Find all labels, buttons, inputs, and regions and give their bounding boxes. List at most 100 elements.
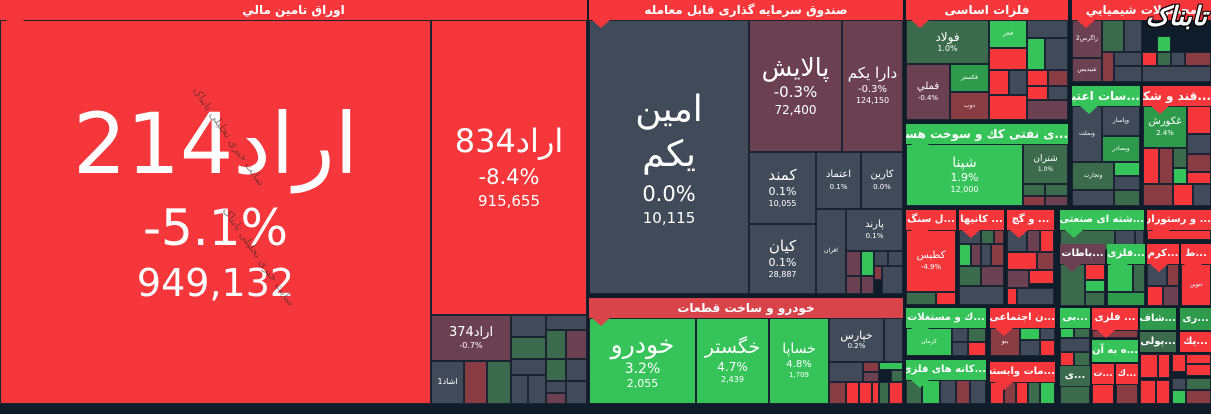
sector-auto[interactable]: خودرو و ساخت قطعات خودرو 3.2% 2,055 خگست… [589, 298, 903, 404]
sector-pooli[interactable]: ...پولی [1140, 332, 1176, 352]
sector-auto-header[interactable]: خودرو و ساخت قطعات [589, 298, 903, 318]
tile-arad214[interactable]: اراد214 -5.1% 949,132 [0, 20, 431, 404]
sector-yek[interactable]: ...يك [1180, 332, 1211, 352]
tile-vbsader[interactable]: وبصادر [1102, 136, 1140, 162]
sector-t-header[interactable]: ...ط [1181, 244, 1211, 264]
mini-tile [1187, 106, 1211, 134]
tile-symbol: خگستر [704, 336, 761, 359]
tile-shetran[interactable]: شتران 1.0% [1023, 144, 1068, 184]
sector-multi-industry-header[interactable]: ...شته ای صنعتی [1060, 210, 1144, 230]
sector-kerm-header[interactable]: ...كرم [1147, 244, 1179, 264]
sector-related-services[interactable]: ...مات وابسته [990, 362, 1055, 404]
sector-related-services-header[interactable]: ...مات وابسته [990, 362, 1055, 382]
sector-metals[interactable]: فلزات اساسی فولاد 1.0% فجر فملي -0.4% فك… [906, 0, 1068, 120]
tile-etemad[interactable]: اعتماد 0.1% [816, 152, 861, 209]
sector-metal-ores[interactable]: ...كانه های فلزی [906, 360, 986, 404]
sector-bonds-header[interactable]: اوراق تامين مالي [0, 0, 587, 20]
header-pointer-icon [1097, 330, 1115, 338]
sector-nonmetal-header[interactable]: ... كانيها [959, 210, 1004, 230]
sector-ke-header[interactable]: ...ك [1116, 364, 1138, 384]
header-pointer-icon [1077, 20, 1095, 28]
sector-yek-header[interactable]: ...يك [1180, 332, 1211, 352]
sector-ke[interactable]: ...ك [1116, 364, 1138, 404]
tile-karin[interactable]: كارين 0.0% [861, 152, 903, 209]
tile-palayesh[interactable]: پالايش -0.3% 72,400 [749, 20, 842, 152]
tile-arad834[interactable]: اراد834 -8.4% 915,655 [431, 20, 587, 315]
sector-credit-header[interactable]: ...سات اعتباری [1072, 86, 1140, 106]
sector-metals-header[interactable]: فلزات اساسی [906, 0, 1068, 20]
sector-ri[interactable]: ...ری [1180, 308, 1211, 330]
sector-metal-products[interactable]: ...فلزی [1107, 244, 1145, 306]
sector-metal-ores-header[interactable]: ...كانه های فلزی [906, 360, 986, 380]
sector-t[interactable]: ...ط تنوين [1181, 244, 1211, 306]
sector-restaurant[interactable]: ... و رستوران [1147, 210, 1211, 240]
tile-vtejarat[interactable]: وتجارت [1072, 162, 1114, 190]
tile-kian[interactable]: كيان 0.1% 28,887 [749, 224, 816, 294]
tile-khpars[interactable]: خپارس 0.2% [829, 318, 884, 362]
tile-vbemellat[interactable]: وبملت [1072, 106, 1102, 162]
sector-kerm[interactable]: ...كرم [1147, 244, 1179, 306]
tile-vpasar[interactable]: وپاسار [1102, 106, 1140, 136]
tile-ashad1[interactable]: اشاد1 [431, 361, 464, 404]
sector-cement-header[interactable]: ... و گچ [1007, 210, 1054, 230]
sector-shaf[interactable]: ...شاف [1140, 308, 1176, 330]
sector-pooli-header[interactable]: ...پولی [1140, 332, 1176, 352]
sector-shaf-header[interactable]: ...شاف [1140, 308, 1176, 330]
sector-sugar-header[interactable]: ...قند و شكر [1143, 86, 1211, 106]
tile-value: 1,709 [788, 371, 810, 380]
tile-parand[interactable]: پارند 0.1% [846, 209, 903, 251]
sector-real-estate[interactable]: ...ك و مستغلات كرمان [906, 308, 986, 356]
tile-shepna[interactable]: شپنا 1.9% 12,000 [906, 144, 1023, 206]
sector-nonmetal[interactable]: ... كانيها [959, 210, 1004, 305]
sector-te[interactable]: ...ت [1092, 364, 1114, 404]
tile-khsapa[interactable]: خساپا 4.8% 1,709 [769, 318, 829, 404]
sector-metal-2-header[interactable]: ... فلزی [1092, 308, 1138, 330]
sector-chemicals[interactable]: محصولات شيميايي زاگرس2 شيديس تابناک [1072, 0, 1211, 82]
sector-misc[interactable]: ...ی [1060, 366, 1090, 404]
sector-telecom-header[interactable]: ...باطات [1060, 244, 1105, 264]
tile-ktabas[interactable]: كطبس -4.9% [906, 230, 956, 292]
tile-kamand[interactable]: كمند 0.1% 10,055 [749, 152, 816, 224]
mini-tile [566, 330, 587, 359]
tile-fkestar[interactable]: فكستر [950, 64, 989, 92]
sector-an[interactable]: ...ه به آن [1092, 340, 1138, 362]
tile-foolad[interactable]: فولاد 1.0% [906, 20, 989, 64]
sector-sugar[interactable]: ...قند و شكر غكورش 2.4% [1143, 86, 1211, 206]
sector-an-header[interactable]: ...ه به آن [1092, 340, 1138, 362]
sector-chemicals-header[interactable]: محصولات شيميايي [1072, 0, 1211, 20]
tile-arad374[interactable]: اراد374 -0.7% [431, 315, 511, 361]
sector-bi-header[interactable]: ...بی [1060, 308, 1090, 328]
sector-telecom[interactable]: ...باطات [1060, 244, 1105, 306]
tile-dara-yekom[interactable]: دارا يكم -0.3% 124,150 [842, 20, 903, 152]
sector-metal-2[interactable]: ... فلزی [1092, 308, 1138, 338]
sector-etf[interactable]: صندوق سرمايه گذاری قابل معامله امين يكم … [589, 0, 903, 294]
sector-social[interactable]: ...ن اجتماعی بنو [990, 308, 1055, 356]
sector-etf-header[interactable]: صندوق سرمايه گذاری قابل معامله [589, 0, 903, 20]
tile-amin-yekom[interactable]: امين يكم 0.0% 10,115 [589, 20, 749, 294]
tile-fameli[interactable]: فملي -0.4% [906, 64, 950, 120]
sector-bi[interactable]: ...بی [1060, 308, 1090, 366]
sector-misc-header[interactable]: ...ی [1060, 366, 1090, 386]
tile-fajr[interactable]: فجر [989, 20, 1027, 48]
sector-real-estate-header[interactable]: ...ك و مستغلات [906, 308, 986, 328]
tile-shidis[interactable]: شيديس [1072, 58, 1102, 82]
sector-social-header[interactable]: ...ن اجتماعی [990, 308, 1055, 328]
sector-oil-header[interactable]: ...ی نفتی كك و سوخت هسته ای [906, 124, 1068, 144]
sector-restaurant-header[interactable]: ... و رستوران [1147, 210, 1211, 230]
mini-tile [1040, 328, 1055, 340]
tile-khodro[interactable]: خودرو 3.2% 2,055 [589, 318, 696, 404]
sector-ri-header[interactable]: ...ری [1180, 308, 1211, 330]
mini-tile [1020, 340, 1040, 356]
sector-coal-header[interactable]: ...ل سنگ [906, 210, 956, 230]
header-pointer-icon [995, 382, 1013, 390]
sector-coal[interactable]: ...ل سنگ كطبس -4.9% [906, 210, 956, 305]
sector-credit[interactable]: ...سات اعتباری وبملت وپاسار وبصادر وتجار… [1072, 86, 1140, 206]
sector-te-header[interactable]: ...ت [1092, 364, 1114, 384]
tile-khgostar[interactable]: خگستر 4.7% 2,439 [696, 318, 769, 404]
tile-zob[interactable]: ذوب [950, 92, 989, 120]
sector-oil[interactable]: ...ی نفتی كك و سوخت هسته ای شپنا 1.9% 12… [906, 124, 1068, 206]
sector-cement[interactable]: ... و گچ [1007, 210, 1054, 305]
tile-afran[interactable]: افران [816, 209, 846, 294]
sector-bonds[interactable]: اوراق تامين مالي اراد214 -5.1% 949,132 س… [0, 0, 587, 404]
sector-metal-products-header[interactable]: ...فلزی [1107, 244, 1145, 264]
